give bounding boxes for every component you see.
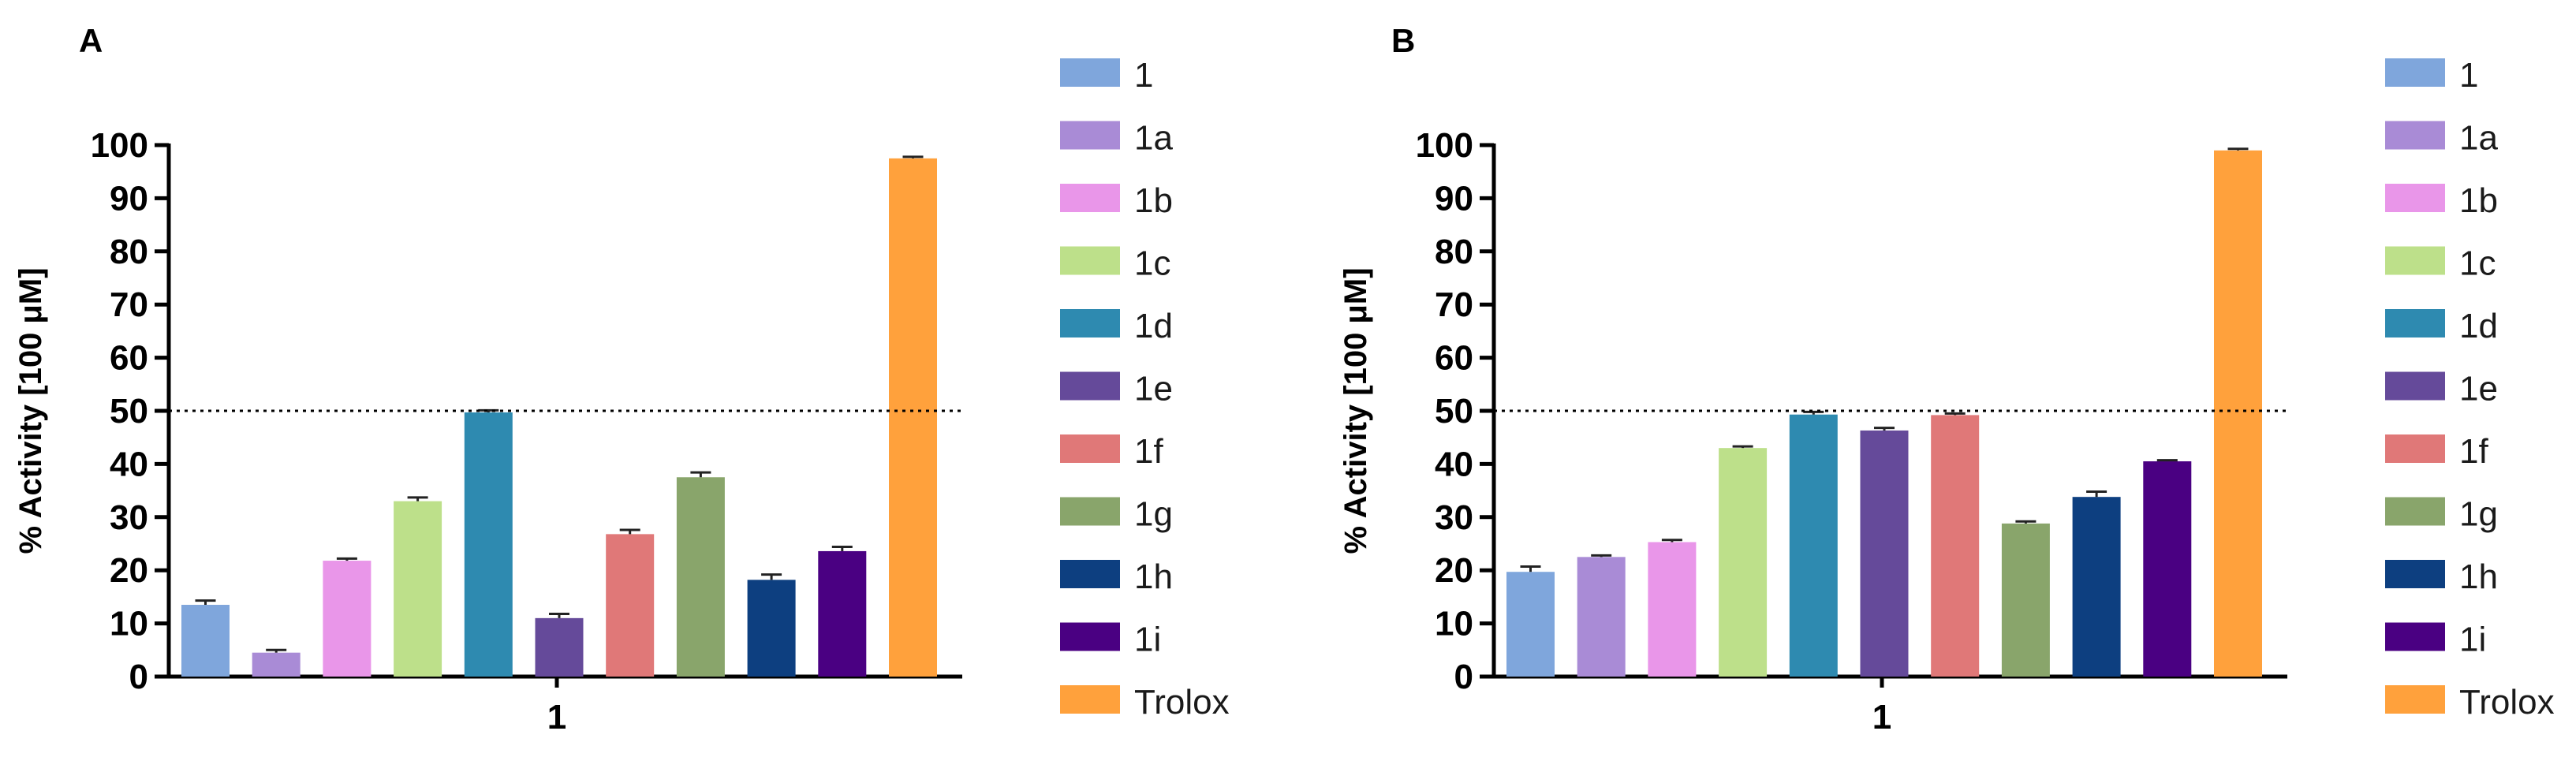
legend-label: 1g <box>2459 495 2498 534</box>
y-tick-label: 100 <box>91 126 148 165</box>
y-axis-title: % Activity [100 μM] <box>13 267 48 554</box>
panel-letter: B <box>1391 22 1415 59</box>
legend-label: 1i <box>1134 621 1161 659</box>
legend-swatch-1h <box>1060 560 1120 588</box>
legend-label: 1f <box>2459 432 2488 471</box>
x-category-label: 1 <box>547 698 566 736</box>
bar-1c <box>394 501 442 677</box>
legend-label: 1 <box>1134 56 1153 95</box>
panel-a: A % Activity [100 μM] 0 10 20 30 40 50 60 70 80 90 1… <box>13 22 1230 736</box>
legend-label: 1e <box>1134 370 1173 408</box>
bar-1g <box>676 477 725 677</box>
legend-swatch-1b <box>1060 184 1120 212</box>
bar-1 <box>1506 572 1555 677</box>
bar-1f <box>606 534 655 677</box>
legend-label: 1h <box>1134 557 1173 596</box>
y-tick-label: 0 <box>1454 658 1473 696</box>
panel-b: B % Activity [100 μM] 0 10 20 30 40 50 60 70 80 90 1… <box>1338 22 2555 736</box>
bar-1h <box>747 580 796 677</box>
bar-1d <box>1789 414 1838 677</box>
y-tick-label: 70 <box>110 285 148 324</box>
legend-swatch-1h <box>2385 560 2445 588</box>
legend-swatch-1a <box>2385 121 2445 150</box>
legend-label: 1b <box>1134 181 1173 220</box>
legend-label: 1 <box>2459 56 2478 95</box>
y-tick-label: 80 <box>1435 233 1473 271</box>
legend-swatch-1a <box>1060 121 1120 150</box>
bar-1d <box>464 412 513 677</box>
x-category-label: 1 <box>1872 698 1891 736</box>
legend-label: 1d <box>2459 307 2498 345</box>
y-tick-label: 20 <box>110 551 148 590</box>
legend-label: 1g <box>1134 495 1173 534</box>
y-tick-label: 10 <box>110 605 148 643</box>
y-tick-label: 40 <box>1435 445 1473 483</box>
legend-label: 1a <box>2459 119 2498 158</box>
y-tick-label: 40 <box>110 445 148 483</box>
y-tick-label: 50 <box>110 392 148 431</box>
legend-swatch-1f <box>2385 434 2445 463</box>
legend-swatch-1b <box>2385 184 2445 212</box>
y-tick-label: 100 <box>1416 126 1473 165</box>
y-tick-label: 30 <box>110 498 148 537</box>
legend-swatch-1f <box>1060 434 1120 463</box>
legend-label: 1h <box>2459 557 2498 596</box>
legend-label: 1a <box>1134 119 1173 158</box>
bar-1a <box>1577 557 1626 677</box>
bar-Trolox <box>889 158 937 677</box>
legend-swatch-1 <box>2385 58 2445 87</box>
bar-Trolox <box>2214 150 2262 677</box>
legend-swatch-Trolox <box>1060 685 1120 714</box>
bar-1h <box>2072 497 2121 677</box>
y-tick-label: 80 <box>110 233 148 271</box>
legend-label: 1c <box>1134 244 1170 283</box>
legend-swatch-1c <box>1060 246 1120 275</box>
legend-label: 1d <box>1134 307 1173 345</box>
bar-1i <box>818 550 867 677</box>
legend-label: 1e <box>2459 370 2498 408</box>
bar-1c <box>1719 448 1768 677</box>
legend-swatch-1d <box>2385 309 2445 337</box>
y-tick-label: 60 <box>110 339 148 378</box>
legend-label: 1c <box>2459 244 2496 283</box>
y-tick-label: 60 <box>1435 339 1473 378</box>
legend-label: 1b <box>2459 181 2498 220</box>
bar-1e <box>535 617 584 677</box>
panel-letter: A <box>79 22 103 59</box>
legend-label: Trolox <box>1134 683 1230 722</box>
bar-1b <box>323 561 371 677</box>
y-axis-title: % Activity [100 μM] <box>1338 267 1373 554</box>
legend-swatch-1d <box>1060 309 1120 337</box>
y-tick-label: 30 <box>1435 498 1473 537</box>
bar-1a <box>252 652 301 677</box>
bar-1e <box>1860 430 1909 677</box>
legend-swatch-1c <box>2385 246 2445 275</box>
y-tick-label: 90 <box>110 179 148 218</box>
bar-1i <box>2143 461 2192 677</box>
legend-label: 1i <box>2459 621 2486 659</box>
legend-swatch-Trolox <box>2385 685 2445 714</box>
y-tick-label: 90 <box>1435 179 1473 218</box>
legend-label: 1f <box>1134 432 1163 471</box>
y-tick-label: 10 <box>1435 605 1473 643</box>
legend-swatch-1i <box>1060 622 1120 651</box>
bar-1f <box>1931 415 1980 677</box>
legend-swatch-1 <box>1060 58 1120 87</box>
legend-swatch-1e <box>1060 371 1120 401</box>
y-tick-label: 70 <box>1435 285 1473 324</box>
legend-swatch-1g <box>2385 497 2445 526</box>
y-tick-label: 50 <box>1435 392 1473 431</box>
y-tick-label: 20 <box>1435 551 1473 590</box>
bar-1b <box>1648 542 1697 677</box>
y-tick-label: 0 <box>129 658 148 696</box>
legend-swatch-1i <box>2385 622 2445 651</box>
legend-swatch-1e <box>2385 371 2445 401</box>
bar-1g <box>2001 523 2050 677</box>
legend-swatch-1g <box>1060 497 1120 526</box>
bar-1 <box>181 605 230 677</box>
legend-label: Trolox <box>2459 683 2555 722</box>
